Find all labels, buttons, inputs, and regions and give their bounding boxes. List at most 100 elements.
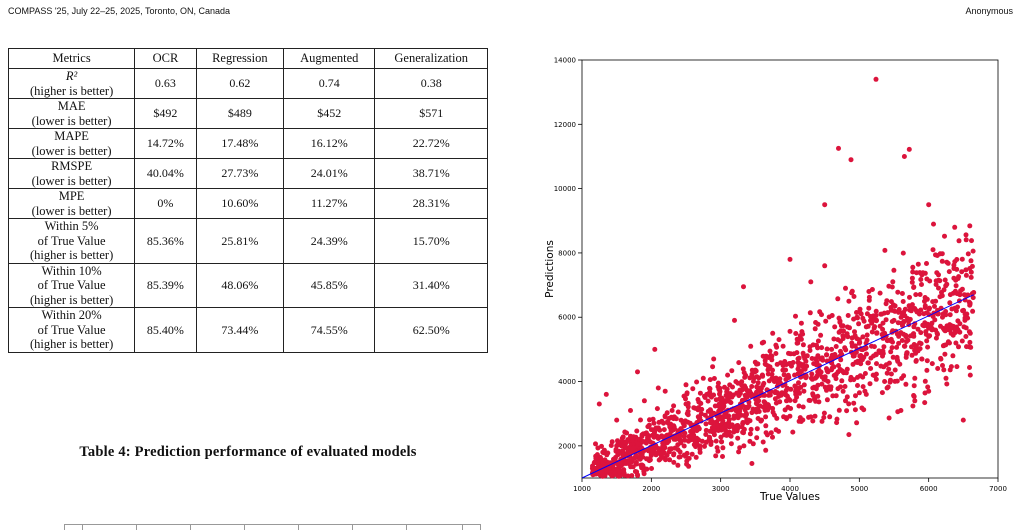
scatter-point xyxy=(905,337,911,343)
scatter-point xyxy=(720,445,726,451)
scatter-point xyxy=(888,377,893,383)
scatter-point xyxy=(930,247,936,253)
scatter-point xyxy=(628,408,633,413)
scatter-point xyxy=(616,449,622,455)
scatter-point xyxy=(922,400,928,406)
scatter-point xyxy=(967,302,973,308)
scatter-point xyxy=(888,371,894,377)
scatter-point xyxy=(902,313,908,319)
scatter-point xyxy=(671,459,677,465)
scatter-point xyxy=(932,303,937,309)
scatter-point xyxy=(835,369,841,375)
scatter-point xyxy=(944,323,950,329)
scatter-point xyxy=(696,399,702,405)
scatter-point xyxy=(814,373,820,379)
scatter-point xyxy=(725,372,731,378)
scatter-point xyxy=(678,440,684,446)
scatter-point xyxy=(852,329,857,335)
scatter-point xyxy=(947,312,953,318)
scatter-point xyxy=(853,393,858,399)
y-tick-label: 6000 xyxy=(558,314,576,322)
scatter-point xyxy=(952,305,958,311)
scatter-point xyxy=(660,448,666,454)
scatter-point xyxy=(672,445,678,451)
scatter-point xyxy=(721,403,727,409)
value-cell: 11.27% xyxy=(283,188,376,219)
y-tick-label: 10000 xyxy=(554,185,576,193)
scatter-point xyxy=(644,466,650,472)
scatter-point xyxy=(707,428,713,434)
scatter-point xyxy=(760,353,766,359)
scatter-point xyxy=(712,403,718,409)
x-tick-label: 1000 xyxy=(573,485,591,493)
scatter-point xyxy=(873,308,879,314)
scatter-point xyxy=(894,354,900,360)
scatter-point xyxy=(784,416,789,422)
scatter-point xyxy=(899,375,905,381)
x-tick-label: 2000 xyxy=(642,485,660,493)
scatter-point xyxy=(714,445,720,451)
scatter-point xyxy=(822,202,828,208)
scatter-point xyxy=(908,333,914,339)
scatter-point xyxy=(865,360,871,366)
scatter-point xyxy=(823,318,829,324)
scatter-point xyxy=(939,258,945,264)
scatter-point xyxy=(755,361,761,367)
scatter-point xyxy=(896,340,902,346)
scatter-point xyxy=(776,337,782,343)
y-tick-label: 12000 xyxy=(554,121,576,129)
scatter-point xyxy=(675,409,681,415)
scatter-point xyxy=(622,429,628,435)
value-cell: 0% xyxy=(134,188,197,219)
table-row: R² (higher is better) 0.63 0.62 0.74 0.38 xyxy=(7,68,488,99)
scatter-point xyxy=(793,391,799,397)
scatter-point xyxy=(869,287,875,292)
scatter-point xyxy=(599,469,605,475)
scatter-point xyxy=(807,348,813,353)
scatter-point xyxy=(615,440,621,446)
scatter-point xyxy=(715,428,721,433)
scatter-point xyxy=(788,406,794,411)
scatter-point xyxy=(894,331,900,337)
scatter-point xyxy=(879,390,885,396)
scatter-point xyxy=(939,289,944,295)
scatter-point xyxy=(952,224,958,230)
scatter-point xyxy=(970,308,976,314)
value-cell: $489 xyxy=(195,98,285,129)
scatter-point xyxy=(813,386,819,392)
value-cell: 0.38 xyxy=(374,68,488,99)
scatter-point xyxy=(873,376,879,382)
scatter-point xyxy=(715,380,721,386)
scatter-point xyxy=(834,420,840,426)
scatter-point xyxy=(630,456,636,462)
scatter-point xyxy=(770,406,776,411)
scatter-point xyxy=(898,314,904,320)
metric-note: (higher is better) xyxy=(29,248,114,262)
next-table-col-rule xyxy=(462,524,463,530)
scatter-point xyxy=(836,363,841,368)
scatter-point xyxy=(855,374,860,380)
scatter-point xyxy=(602,457,608,463)
x-axis-label: True Values xyxy=(759,491,820,503)
scatter-point xyxy=(873,352,879,358)
metric-cell: RMSPE (lower is better) xyxy=(7,158,136,189)
scatter-point xyxy=(956,344,961,350)
scatter-point xyxy=(911,394,917,399)
scatter-point xyxy=(850,361,856,367)
scatter-point xyxy=(740,386,745,392)
scatter-point xyxy=(770,330,776,336)
scatter-point xyxy=(684,390,690,396)
scatter-point xyxy=(960,308,966,314)
scatter-point xyxy=(649,466,654,471)
scatter-point xyxy=(855,358,861,364)
scatter-point xyxy=(943,342,949,348)
scatter-point xyxy=(763,414,769,420)
scatter-point xyxy=(889,319,895,324)
scatter-point xyxy=(903,381,909,387)
next-table-col-rule xyxy=(64,524,65,530)
scatter-point xyxy=(736,360,742,366)
scatter-point xyxy=(829,346,835,352)
scatter-point xyxy=(862,388,868,394)
column-header: OCR xyxy=(134,48,197,69)
scatter-point xyxy=(963,237,969,243)
